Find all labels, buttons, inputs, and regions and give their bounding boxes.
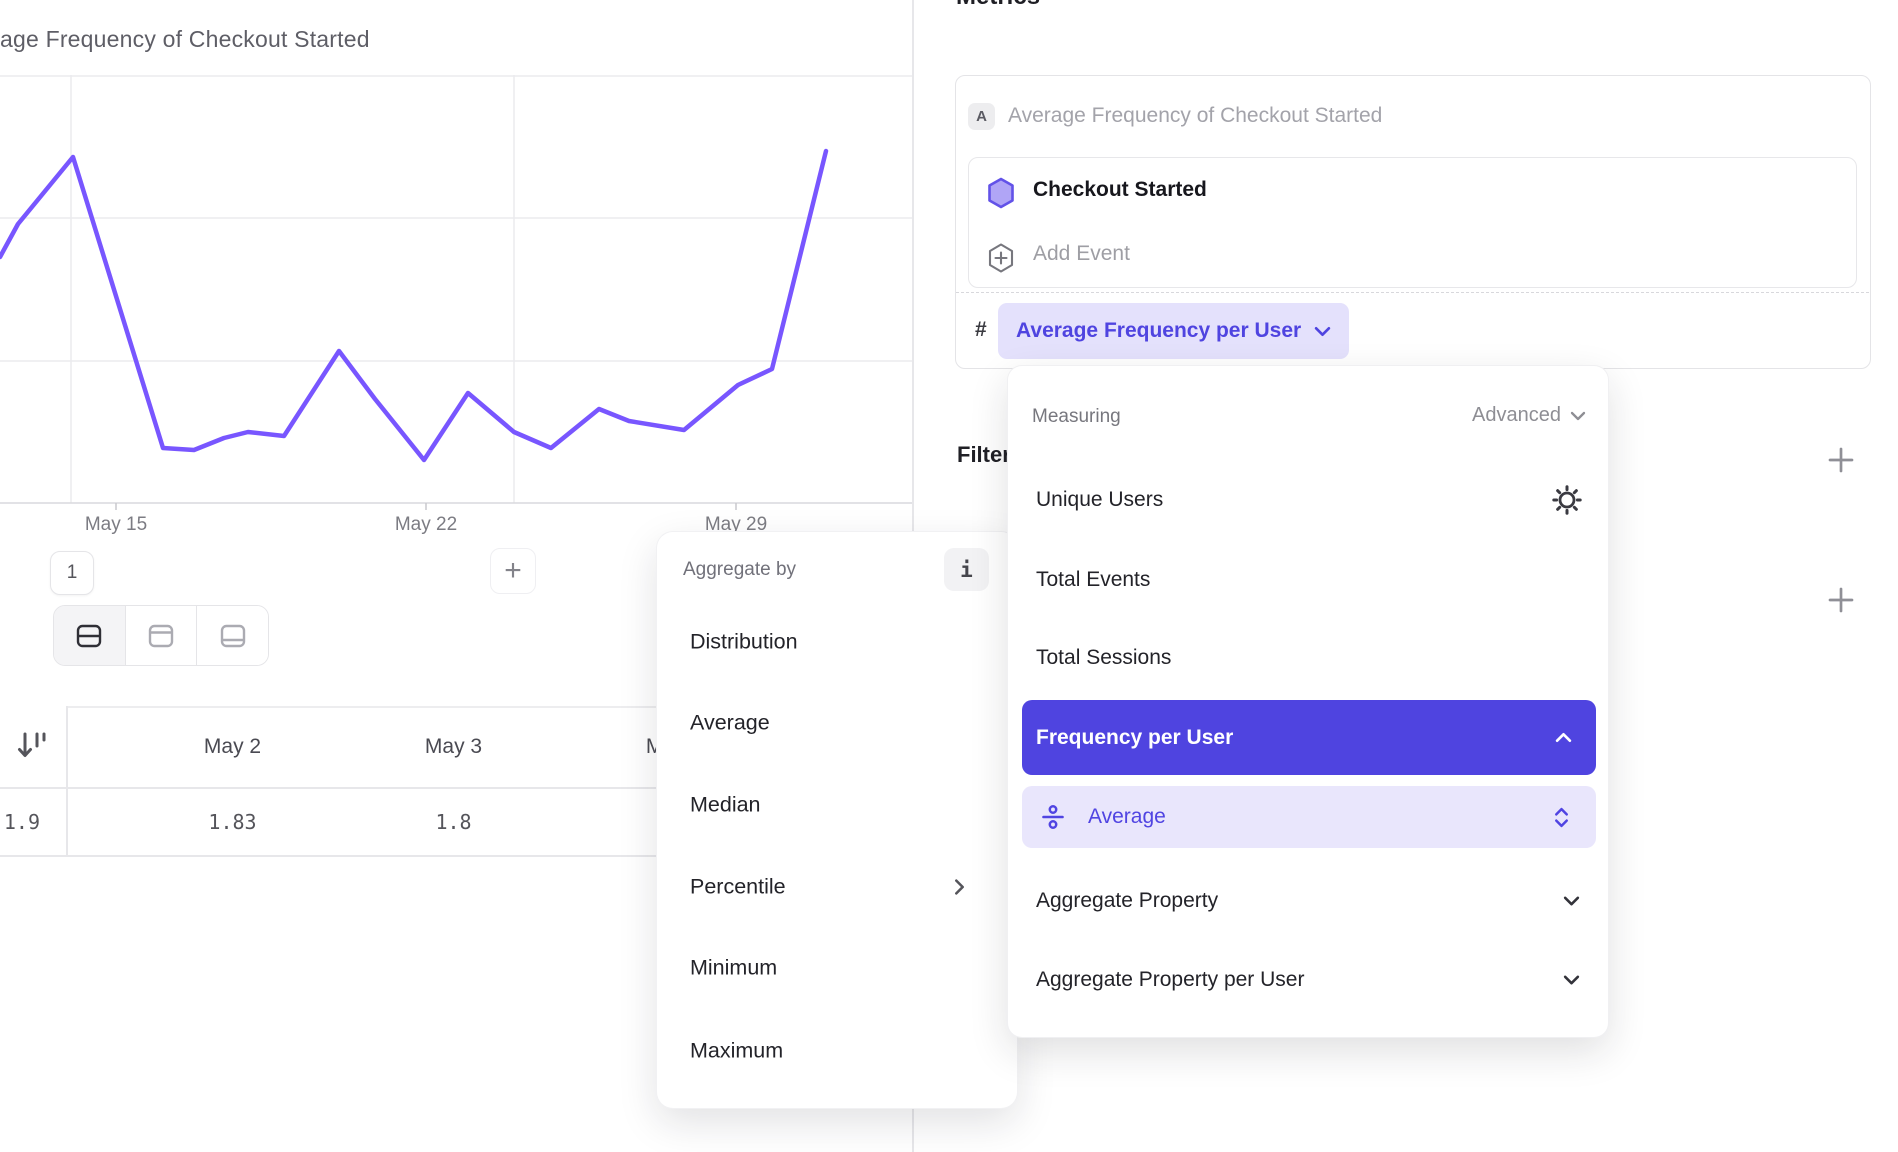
selected-item-label: Frequency per User [1036,725,1234,749]
menu-item-distribution[interactable]: Distribution [690,629,798,654]
x-axis-tick-may22: May 22 [394,514,458,535]
chart-title: age Frequency of Checkout Started [0,26,370,52]
info-icon: i [960,557,973,582]
aggregation-selector-average[interactable]: Average [1022,786,1596,848]
table-cell-overall: 1.9 [3,809,40,834]
layout-split-middle-button[interactable] [54,606,126,665]
table-row-border [0,855,912,857]
table-cell-may3: 1.8 [435,809,472,834]
info-button[interactable]: i [944,548,989,591]
table-cell-may2: 1.83 [208,809,257,834]
menu-item-aggregate-property[interactable]: Aggregate Property [1036,889,1219,912]
sort-by-value-button[interactable] [12,724,52,768]
menu-item-median[interactable]: Median [690,792,761,817]
chevron-down-icon [1563,896,1580,907]
event-group: Checkout Started Add Event [968,157,1857,288]
add-event-icon [988,243,1014,273]
filter-section-header: Filter [957,442,1011,467]
x-axis-tick-may15: May 15 [84,514,148,535]
up-down-chevron-icon [1555,807,1568,827]
aggregation-label: Average [1088,805,1166,828]
table-header-may3[interactable]: May 3 [424,734,483,758]
measurement-row: # Average Frequency per User [956,292,1869,369]
measuring-header: Measuring [1032,406,1121,427]
sort-descending-icon [18,732,46,757]
add-filter-button[interactable] [1826,445,1856,475]
metric-letter: A [976,108,987,125]
x-axis-tick-may29: May 29 [704,514,768,535]
measurement-chip-label: Average Frequency per User [1016,319,1302,342]
aggregate-by-menu: Aggregate by i Distribution Average Medi… [657,532,1017,1108]
table-header-border [0,787,912,789]
menu-item-aggregate-property-per-user[interactable]: Aggregate Property per User [1036,968,1305,991]
measuring-menu: Measuring Advanced Unique Users Total Ev… [1008,366,1608,1037]
chevron-down-icon [1314,326,1331,336]
add-metric-button[interactable]: + [1827,0,1849,12]
event-selector[interactable]: Checkout Started [1033,178,1207,201]
layout-split-top-button[interactable] [125,606,198,665]
layout-split-middle-icon [77,624,102,647]
plus-icon: + [504,554,522,587]
gear-icon[interactable] [1552,485,1582,515]
add-annotation-button[interactable]: + [490,548,536,594]
metric-letter-badge: A [968,103,995,130]
line-chart[interactable] [0,75,912,513]
metric-title-input[interactable]: Average Frequency of Checkout Started [1008,104,1383,127]
menu-item-total-events[interactable]: Total Events [1036,568,1151,591]
menu-item-minimum[interactable]: Minimum [690,955,778,980]
menu-item-frequency-per-user-selected[interactable]: Frequency per User [1022,700,1596,775]
advanced-toggle[interactable]: Advanced [1472,404,1586,427]
add-event-button[interactable]: Add Event [1033,242,1130,265]
layout-split-bottom-icon [220,624,245,647]
chevron-right-icon [954,879,965,896]
menu-item-percentile[interactable]: Percentile [690,874,786,899]
layout-split-top-icon [148,624,174,647]
segment-count-label: 1 [66,562,78,583]
table-column-separator [66,706,68,855]
chevron-down-icon [1563,975,1580,986]
numeric-type-symbol: # [975,318,987,341]
table-header-may2[interactable]: May 2 [203,734,262,758]
add-breakdown-button[interactable] [1826,585,1856,615]
advanced-label: Advanced [1472,404,1561,426]
menu-item-total-sessions[interactable]: Total Sessions [1036,646,1172,669]
metric-card: A Average Frequency of Checkout Started … [955,75,1871,369]
frequency-line[interactable] [0,148,829,463]
chart-gridlines [0,75,912,510]
layout-toggle-group [53,605,269,666]
chevron-up-icon [1555,732,1572,743]
aggregate-by-header: Aggregate by [683,559,797,580]
menu-item-maximum[interactable]: Maximum [690,1038,784,1063]
menu-item-average[interactable]: Average [690,710,770,735]
metrics-section-header: Metrics [956,0,1040,11]
measurement-dropdown-chip[interactable]: Average Frequency per User [998,303,1350,359]
menu-item-unique-users[interactable]: Unique Users [1036,488,1164,511]
division-icon [1042,805,1064,829]
event-hexagon-icon [988,177,1014,209]
table-top-border [66,706,912,708]
chevron-down-icon [1570,411,1586,420]
segment-count-badge[interactable]: 1 [50,551,94,595]
layout-split-bottom-button[interactable] [197,606,268,665]
